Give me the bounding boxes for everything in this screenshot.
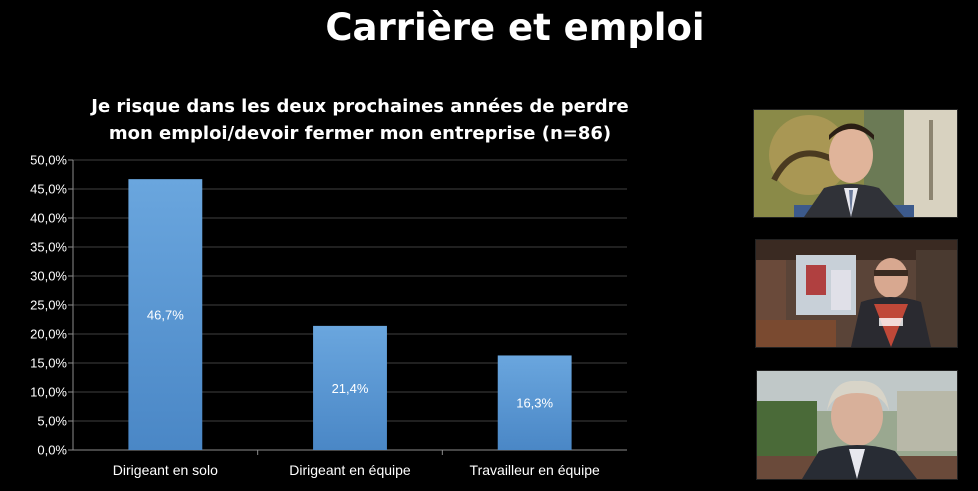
x-tick-label: Dirigeant en solo xyxy=(113,462,218,478)
chart-title-line-1: Je risque dans les deux prochaines année… xyxy=(91,96,629,117)
bars xyxy=(128,179,572,450)
y-tick-label: 20,0% xyxy=(30,327,67,342)
portrait-photo-icon xyxy=(757,371,957,479)
photo-portrait-man-suit xyxy=(753,109,958,218)
chart-title: Je risque dans les deux prochaines année… xyxy=(60,93,660,147)
y-tick-label: 35,0% xyxy=(30,240,67,255)
labels: 0,0% 5,0% 10,0% 15,0% 20,0% 25,0% 30,0% 35,0% 40… xyxy=(30,153,600,479)
chart-title-line-2: mon emploi/devoir fermer mon entreprise … xyxy=(108,123,612,144)
y-tick-label: 25,0% xyxy=(30,298,67,313)
y-tick-label: 15,0% xyxy=(30,356,67,371)
y-tick-label: 40,0% xyxy=(30,211,67,226)
portrait-photo-icon xyxy=(756,240,957,347)
photo-portrait-man-shop xyxy=(755,239,958,348)
portrait-photo-icon xyxy=(754,110,957,217)
data-label: 21,4% xyxy=(332,381,369,396)
y-tick-label: 30,0% xyxy=(30,269,67,284)
bar xyxy=(128,179,203,450)
y-tick-label: 10,0% xyxy=(30,385,67,400)
x-tick-label: Dirigeant en équipe xyxy=(289,462,411,478)
bar xyxy=(497,355,572,450)
y-tick-label: 5,0% xyxy=(37,414,67,429)
y-tick-label: 45,0% xyxy=(30,182,67,197)
x-tick-label: Travailleur en équipe xyxy=(470,462,600,478)
y-tick-label: 50,0% xyxy=(30,153,67,168)
data-label: 46,7% xyxy=(147,308,184,323)
slide-title: Carrière et emploi xyxy=(325,6,705,49)
bar xyxy=(313,325,387,450)
data-label: 16,3% xyxy=(516,396,553,411)
y-tick-label: 0,0% xyxy=(37,443,67,458)
photo-portrait-man-grey-hair xyxy=(756,370,958,480)
